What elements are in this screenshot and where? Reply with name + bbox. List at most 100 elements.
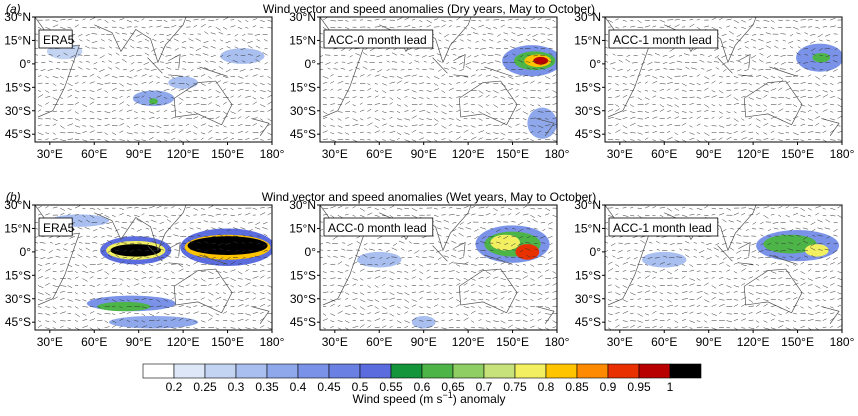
wind-vector bbox=[208, 215, 213, 216]
wind-vector bbox=[798, 47, 801, 49]
wind-vector bbox=[330, 285, 334, 286]
wind-vector bbox=[253, 102, 257, 105]
wind-vector bbox=[345, 20, 348, 21]
wind-vector bbox=[726, 118, 730, 119]
wind-vector bbox=[712, 90, 716, 92]
wind-vector bbox=[330, 206, 335, 208]
wind-vector bbox=[105, 140, 109, 142]
wind-vector bbox=[640, 250, 645, 251]
wind-vector bbox=[486, 105, 489, 106]
wind-vector bbox=[375, 312, 380, 314]
wind-vector bbox=[182, 55, 187, 56]
wind-vector bbox=[826, 257, 830, 260]
wind-vector bbox=[786, 264, 789, 266]
wind-vector bbox=[830, 76, 834, 77]
wind-vector bbox=[833, 69, 837, 71]
wind-vector bbox=[760, 222, 763, 224]
wind-vector bbox=[682, 264, 685, 265]
wind-vector bbox=[808, 110, 811, 111]
wind-vector bbox=[493, 263, 496, 264]
wind-vector bbox=[156, 277, 161, 279]
lat-tick-label: 15°S bbox=[290, 268, 316, 282]
wind-vector bbox=[108, 54, 112, 56]
wind-vector bbox=[823, 19, 826, 20]
wind-vector bbox=[353, 326, 359, 327]
wind-vector bbox=[712, 27, 716, 29]
wind-vector bbox=[471, 126, 475, 128]
wind-vector bbox=[90, 74, 94, 76]
wind-vector bbox=[53, 119, 58, 121]
wind-vector bbox=[434, 19, 438, 21]
wind-vector bbox=[645, 132, 649, 133]
wind-vector bbox=[159, 229, 164, 231]
wind-vector bbox=[449, 214, 455, 215]
wind-vector bbox=[248, 46, 253, 49]
wind-vector bbox=[134, 207, 138, 208]
wind-vector bbox=[523, 276, 528, 279]
wind-vector bbox=[53, 83, 56, 85]
wind-vector bbox=[201, 111, 207, 112]
wind-vector bbox=[164, 293, 168, 295]
wind-vector bbox=[675, 306, 679, 307]
lon-tick-label: 30°E bbox=[322, 147, 348, 161]
wind-vector bbox=[353, 284, 357, 286]
wind-vector bbox=[75, 90, 79, 92]
wind-vector bbox=[838, 131, 842, 132]
wind-vector bbox=[648, 69, 652, 70]
wind-vector bbox=[652, 140, 655, 141]
wind-vector bbox=[793, 139, 799, 140]
wind-vector bbox=[684, 54, 689, 56]
wind-vector bbox=[701, 242, 704, 243]
wind-vector bbox=[704, 96, 709, 97]
wind-vector bbox=[382, 299, 388, 300]
wind-vector bbox=[833, 229, 837, 231]
wind-vector bbox=[471, 27, 476, 29]
lon-tick-label: 60°E bbox=[81, 147, 107, 161]
wind-vector bbox=[793, 90, 799, 91]
wind-vector bbox=[719, 304, 724, 306]
wind-vector bbox=[79, 40, 82, 42]
wind-vector bbox=[623, 270, 626, 271]
wind-vector bbox=[756, 264, 759, 265]
wind-vector bbox=[786, 139, 790, 140]
wind-vector bbox=[453, 54, 456, 55]
wind-vector bbox=[771, 271, 776, 273]
wind-vector bbox=[323, 328, 326, 329]
wind-vector bbox=[818, 34, 823, 37]
wind-vector bbox=[223, 112, 228, 115]
wind-vector bbox=[623, 133, 628, 134]
wind-vector bbox=[645, 291, 650, 293]
colorbar-box bbox=[360, 364, 391, 378]
wind-vector bbox=[183, 61, 187, 62]
wind-vector bbox=[412, 300, 417, 302]
wind-vector bbox=[682, 327, 687, 328]
wind-vector bbox=[255, 68, 260, 69]
wind-vector bbox=[367, 325, 371, 327]
wind-vector bbox=[338, 206, 342, 208]
wind-vector bbox=[760, 34, 764, 35]
wind-vector bbox=[60, 264, 65, 265]
wind-vector bbox=[796, 69, 801, 72]
wind-vector bbox=[216, 74, 221, 76]
wind-vector bbox=[268, 83, 271, 84]
wind-vector bbox=[712, 208, 716, 209]
wind-vector bbox=[193, 19, 198, 20]
wind-vector bbox=[175, 48, 179, 50]
wind-vector bbox=[756, 298, 760, 300]
wind-vector bbox=[60, 307, 63, 308]
wind-vector bbox=[238, 104, 242, 105]
wind-vector bbox=[756, 97, 761, 99]
wind-vector bbox=[763, 133, 767, 135]
wind-vector bbox=[382, 319, 385, 321]
wind-vector bbox=[627, 250, 630, 251]
wind-vector bbox=[788, 41, 793, 43]
wind-vector bbox=[763, 285, 767, 287]
wind-vector bbox=[253, 264, 256, 265]
wind-vector bbox=[682, 215, 687, 217]
wind-vector bbox=[97, 89, 102, 91]
wind-vector bbox=[342, 243, 345, 244]
lat-tick-label: 15°S bbox=[5, 268, 31, 282]
wind-vector bbox=[478, 285, 482, 287]
wind-vector bbox=[220, 40, 223, 41]
wind-vector bbox=[759, 228, 763, 229]
